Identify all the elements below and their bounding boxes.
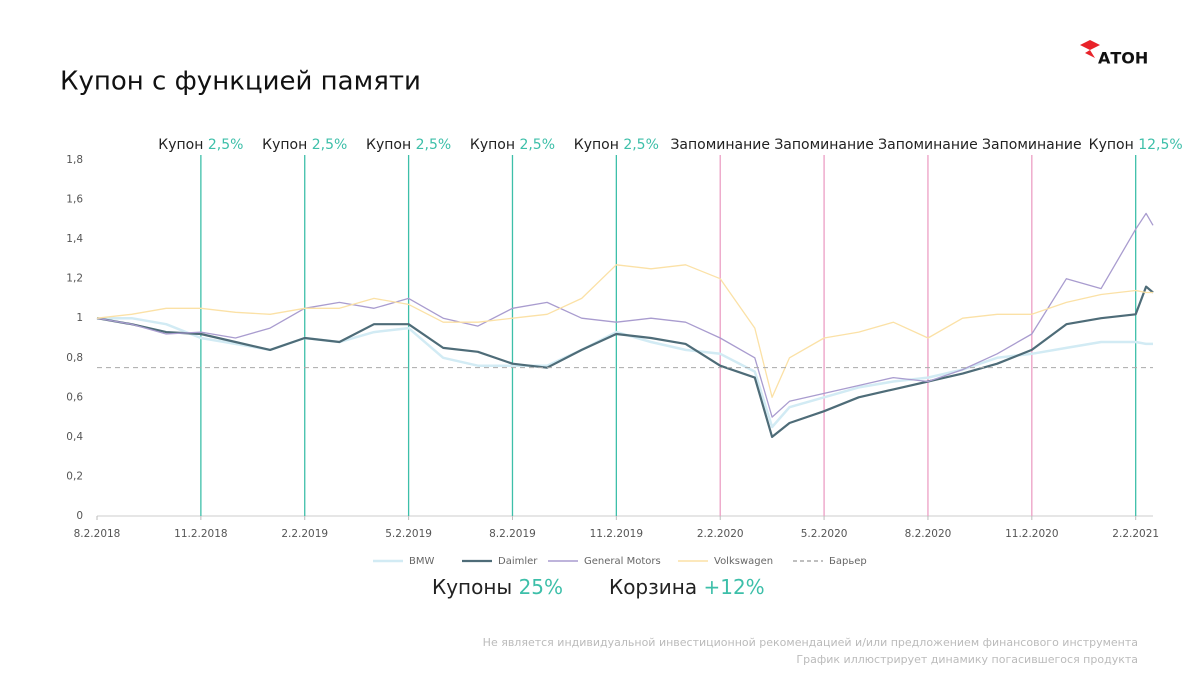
summary-label: Купоны bbox=[432, 575, 512, 599]
x-tick-label: 2.2.2020 bbox=[697, 528, 744, 540]
x-tick-label: 8.2.2020 bbox=[905, 528, 952, 540]
y-tick-label: 1,8 bbox=[66, 154, 83, 166]
legend-label: Volkswagen bbox=[714, 556, 773, 567]
x-tick-label: 11.2.2018 bbox=[174, 528, 227, 540]
annotation-text: Купон bbox=[366, 137, 411, 153]
annotation-text: Запоминание bbox=[878, 137, 978, 153]
summary: Корзина +12% bbox=[609, 575, 765, 599]
annotation-value: 2,5% bbox=[416, 137, 452, 153]
legend-label: Daimler bbox=[498, 556, 538, 567]
y-tick-label: 1,6 bbox=[66, 194, 83, 206]
y-tick-label: 0,8 bbox=[66, 352, 83, 364]
y-tick-label: 0,2 bbox=[66, 470, 83, 482]
x-tick-label: 11.2.2020 bbox=[1005, 528, 1058, 540]
annotation-value: 2,5% bbox=[623, 137, 659, 153]
summary-label: Корзина bbox=[609, 575, 697, 599]
x-tick-label: 8.2.2018 bbox=[74, 528, 121, 540]
annotation-label: Купон 12,5% bbox=[1089, 137, 1183, 153]
annotation-text: Купон bbox=[158, 137, 203, 153]
chart-title: Купон с функцией памяти bbox=[60, 67, 421, 97]
y-tick-label: 1 bbox=[76, 312, 83, 324]
y-tick-label: 0 bbox=[76, 510, 83, 522]
summary-value: 25% bbox=[519, 575, 563, 599]
logo-icon bbox=[1080, 40, 1100, 58]
x-tick-label: 2.2.2021 bbox=[1112, 528, 1159, 540]
annotation-text: Запоминание bbox=[774, 137, 874, 153]
logo: АТОН bbox=[1080, 40, 1148, 68]
summary: Купоны 25% bbox=[432, 575, 563, 599]
x-tick-label: 5.2.2019 bbox=[385, 528, 432, 540]
annotation-value: 2,5% bbox=[312, 137, 348, 153]
annotation-label: Купон 2,5% bbox=[262, 137, 347, 153]
series-line bbox=[96, 264, 1153, 398]
annotation-label: Купон 2,5% bbox=[574, 137, 659, 153]
y-tick-label: 1,2 bbox=[66, 273, 83, 285]
annotation-text: Запоминание bbox=[982, 137, 1082, 153]
x-tick-label: 8.2.2019 bbox=[489, 528, 536, 540]
y-tick-label: 0,6 bbox=[66, 391, 83, 403]
annotation-value: 2,5% bbox=[519, 137, 555, 153]
annotation-label: Запоминание bbox=[670, 137, 770, 153]
annotation-value: 12,5% bbox=[1138, 137, 1182, 153]
annotation-label: Купон 2,5% bbox=[366, 137, 451, 153]
annotation-text: Запоминание bbox=[670, 137, 770, 153]
disclaimer: Не является индивидуальной инвестиционно… bbox=[483, 636, 1138, 649]
series-line bbox=[96, 212, 1154, 418]
legend-label: BMW bbox=[409, 556, 434, 567]
logo-text: АТОН bbox=[1098, 49, 1148, 68]
annotation-label: Запоминание bbox=[774, 137, 874, 153]
x-tick-label: 5.2.2020 bbox=[801, 528, 848, 540]
y-tick-label: 1,4 bbox=[66, 233, 83, 245]
x-tick-label: 11.2.2019 bbox=[590, 528, 643, 540]
annotation-text: Купон bbox=[262, 137, 307, 153]
annotation-label: Купон 2,5% bbox=[470, 137, 555, 153]
annotation-text: Купон bbox=[1089, 137, 1134, 153]
annotation-text: Купон bbox=[470, 137, 515, 153]
annotation-label: Купон 2,5% bbox=[158, 137, 243, 153]
y-tick-label: 0,4 bbox=[66, 431, 83, 443]
legend-label: General Motors bbox=[584, 556, 661, 567]
disclaimer: График иллюстрирует динамику погасившего… bbox=[796, 653, 1138, 666]
series-line bbox=[96, 285, 1154, 438]
annotation-label: Запоминание bbox=[878, 137, 978, 153]
x-tick-label: 2.2.2019 bbox=[281, 528, 328, 540]
legend-label: Барьер bbox=[829, 556, 867, 567]
annotation-value: 2,5% bbox=[208, 137, 244, 153]
annotation-label: Запоминание bbox=[982, 137, 1082, 153]
annotation-text: Купон bbox=[574, 137, 619, 153]
summary-value: +12% bbox=[703, 575, 764, 599]
